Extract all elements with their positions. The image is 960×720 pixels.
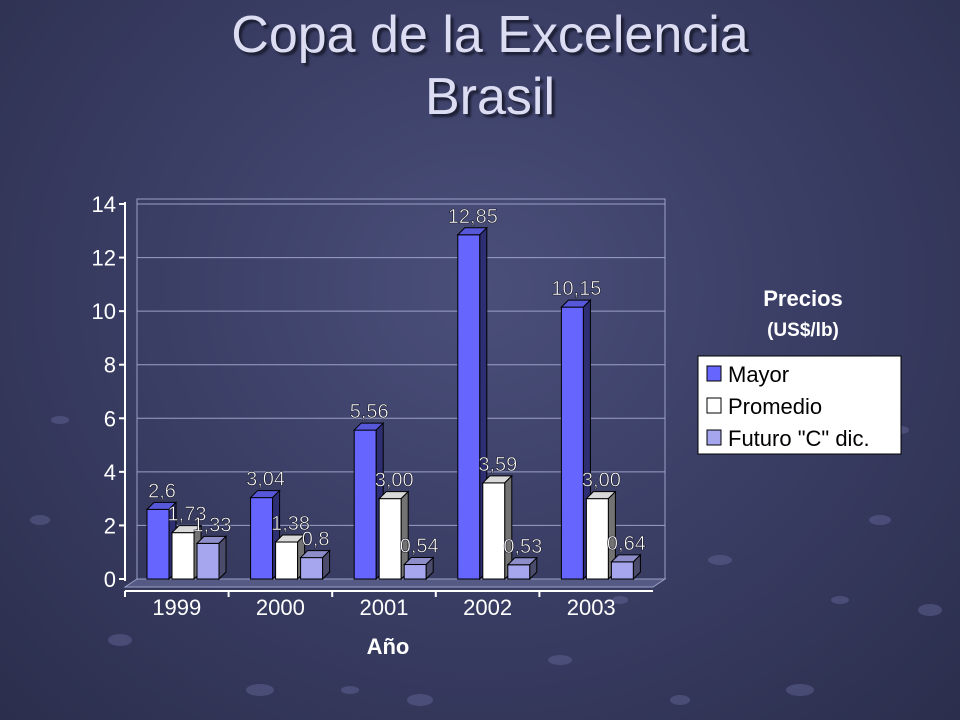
data-label: 0,53 xyxy=(503,536,542,558)
data-label: 1,38 xyxy=(271,513,310,535)
bar xyxy=(275,541,299,580)
data-label: 10,15 xyxy=(551,278,601,300)
legend-entry: Futuro "C" dic. xyxy=(728,426,870,451)
legend-swatch xyxy=(706,429,722,446)
value-labels: 2,61,731,33 3,04 1,380,8 5,56 3,00 0,54 12,85 3… xyxy=(148,206,646,559)
data-label: 1,73 xyxy=(168,504,207,526)
background-bubble xyxy=(612,596,628,604)
background-bubble xyxy=(407,694,433,706)
y-tick-label: 6 xyxy=(104,406,116,431)
background-bubble xyxy=(918,604,942,616)
bar xyxy=(196,542,220,580)
background-bubble xyxy=(786,684,814,696)
x-tick-label: 2002 xyxy=(463,595,512,620)
bars xyxy=(145,226,642,581)
bar-side xyxy=(632,553,641,581)
data-label: 3,00 xyxy=(582,470,621,492)
background-bubble xyxy=(51,416,69,424)
y-tick-label: 10 xyxy=(92,299,116,324)
legend-entry: Mayor xyxy=(728,362,789,387)
data-label: 0,64 xyxy=(607,533,646,555)
background-bubble xyxy=(30,515,50,525)
bar xyxy=(250,497,274,580)
background-bubble xyxy=(246,684,274,696)
legend-entry: Promedio xyxy=(728,394,822,419)
legend-swatch xyxy=(706,397,722,414)
bar-side xyxy=(529,556,538,581)
slide-title-line2: Brasil xyxy=(424,68,556,126)
data-label: 0,54 xyxy=(400,536,439,558)
bar xyxy=(146,508,170,580)
y-tick-label: 12 xyxy=(92,246,116,271)
x-axis-title: Año xyxy=(367,634,410,659)
legend: Mayor Promedio Futuro "C" dic. xyxy=(697,355,902,455)
legend-swatch xyxy=(706,365,722,382)
data-label: 3,59 xyxy=(478,454,517,476)
background-bubble xyxy=(548,655,572,665)
chart-floor xyxy=(123,578,667,588)
bar xyxy=(403,564,427,580)
bar xyxy=(585,498,609,580)
data-label: 2,6 xyxy=(148,480,176,502)
bar-side xyxy=(425,556,434,581)
bar xyxy=(560,306,584,580)
data-label: 12,85 xyxy=(448,206,498,228)
bar-side xyxy=(322,549,331,581)
y-tick-label: 0 xyxy=(104,567,116,592)
legend-title: Precios xyxy=(763,286,843,311)
bar-side xyxy=(218,535,227,581)
y-tick-label: 8 xyxy=(104,353,116,378)
data-label: 3,04 xyxy=(246,469,285,491)
background-bubble xyxy=(869,515,891,525)
bar xyxy=(457,234,481,580)
y-tick-label: 14 xyxy=(92,192,116,217)
x-tick-label: 2003 xyxy=(567,595,616,620)
background-bubble xyxy=(108,634,132,646)
legend-box xyxy=(697,355,902,455)
x-axis: 1999 2000 2001 2002 2003 xyxy=(124,590,653,620)
bar xyxy=(507,564,531,580)
slide-title-line1: Copa de la Excelencia xyxy=(231,6,749,64)
y-axis: 0 2 4 6 8 10 12 14 xyxy=(92,192,126,592)
bar xyxy=(300,557,324,580)
background-bubble xyxy=(670,695,690,705)
data-label: 0,8 xyxy=(302,529,330,551)
background-bubble xyxy=(341,686,359,694)
bar xyxy=(378,498,402,580)
x-tick-label: 2000 xyxy=(256,595,305,620)
background-bubble xyxy=(831,596,849,604)
y-tick-label: 2 xyxy=(104,513,116,538)
x-tick-label: 2001 xyxy=(360,595,409,620)
data-label: 3,00 xyxy=(375,470,414,492)
y-tick-label: 4 xyxy=(104,460,116,485)
background-bubble xyxy=(708,555,732,565)
bar xyxy=(353,429,377,580)
bar xyxy=(482,482,506,580)
legend-subtitle: (US$/lb) xyxy=(767,320,839,341)
x-tick-label: 1999 xyxy=(152,595,201,620)
bar xyxy=(171,532,195,580)
data-label: 1,33 xyxy=(193,514,232,536)
data-label: 5,56 xyxy=(350,401,389,423)
bar xyxy=(610,561,634,580)
